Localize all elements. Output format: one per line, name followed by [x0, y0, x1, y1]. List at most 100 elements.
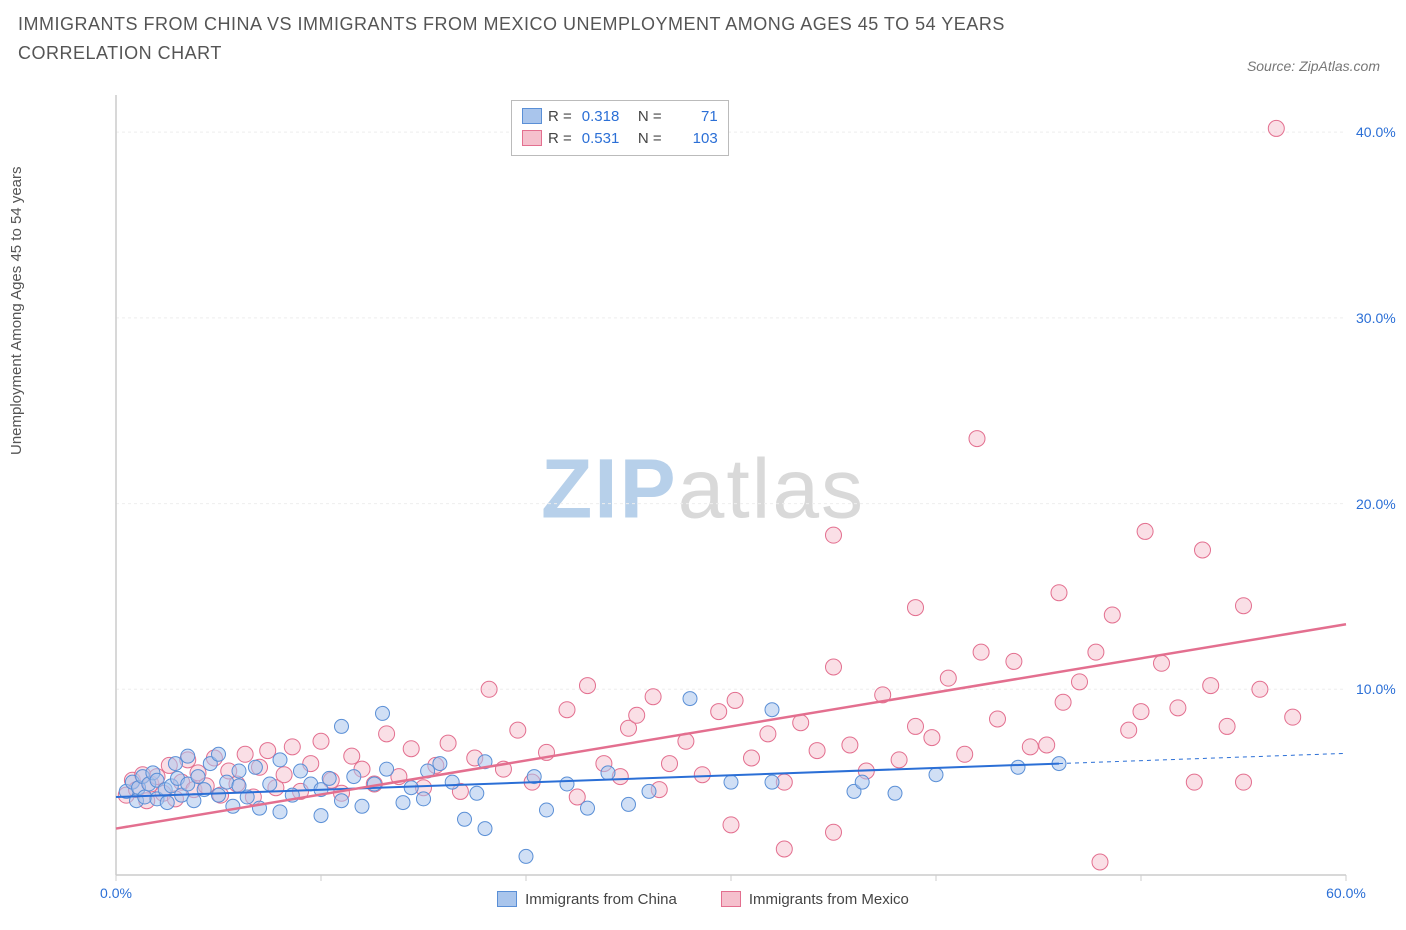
- data-point-mexico: [694, 767, 710, 783]
- data-point-mexico: [891, 752, 907, 768]
- data-point-china: [314, 809, 328, 823]
- data-point-china: [294, 764, 308, 778]
- data-point-mexico: [826, 824, 842, 840]
- data-point-mexico: [1072, 674, 1088, 690]
- legend-r-value: 0.531: [578, 130, 628, 147]
- data-point-mexico: [1006, 653, 1022, 669]
- y-tick-label: 30.0%: [1356, 310, 1394, 326]
- data-point-mexico: [645, 689, 661, 705]
- data-point-china: [187, 794, 201, 808]
- data-point-mexico: [1236, 774, 1252, 790]
- legend-label: Immigrants from Mexico: [749, 891, 909, 908]
- data-point-china: [168, 757, 182, 771]
- data-point-mexico: [973, 644, 989, 660]
- data-point-china: [322, 771, 336, 785]
- data-point-mexico: [559, 702, 575, 718]
- y-axis-label: Unemployment Among Ages 45 to 54 years: [8, 166, 25, 455]
- data-point-mexico: [1268, 120, 1284, 136]
- data-point-china: [888, 786, 902, 800]
- data-point-mexico: [1252, 681, 1268, 697]
- legend-item-china: Immigrants from China: [497, 891, 677, 908]
- data-point-mexico: [1051, 585, 1067, 601]
- data-point-china: [1011, 760, 1025, 774]
- legend-n-value: 103: [668, 130, 718, 147]
- data-point-china: [376, 706, 390, 720]
- data-point-china: [540, 803, 554, 817]
- data-point-mexico: [510, 722, 526, 738]
- correlation-legend: R =0.318 N =71R =0.531 N =103: [511, 100, 729, 156]
- data-point-china: [642, 784, 656, 798]
- data-point-mexico: [711, 704, 727, 720]
- data-point-china: [433, 757, 447, 771]
- data-point-mexico: [1104, 607, 1120, 623]
- data-point-china: [601, 766, 615, 780]
- data-point-china: [181, 749, 195, 763]
- data-point-china: [248, 760, 262, 774]
- data-point-mexico: [481, 681, 497, 697]
- data-point-mexico: [1186, 774, 1202, 790]
- data-point-china: [263, 777, 277, 791]
- data-point-china: [445, 775, 459, 789]
- legend-n-label: N =: [634, 108, 662, 125]
- data-point-mexico: [776, 841, 792, 857]
- data-point-mexico: [237, 746, 253, 762]
- data-point-mexico: [1121, 722, 1137, 738]
- data-point-mexico: [1039, 737, 1055, 753]
- data-point-china: [212, 747, 226, 761]
- y-tick-label: 10.0%: [1356, 681, 1394, 697]
- data-point-china: [404, 781, 418, 795]
- legend-r-label: R =: [548, 130, 572, 147]
- data-point-mexico: [908, 600, 924, 616]
- y-tick-label: 20.0%: [1356, 496, 1394, 512]
- data-point-mexico: [744, 750, 760, 766]
- data-point-mexico: [276, 767, 292, 783]
- y-tick-label: 40.0%: [1356, 124, 1394, 140]
- data-point-mexico: [908, 718, 924, 734]
- data-point-mexico: [842, 737, 858, 753]
- source-label: Source: ZipAtlas.com: [1247, 58, 1380, 74]
- data-point-mexico: [1285, 709, 1301, 725]
- data-point-china: [355, 799, 369, 813]
- data-point-china: [335, 794, 349, 808]
- data-point-china: [855, 775, 869, 789]
- x-tick-label: 0.0%: [100, 885, 132, 917]
- data-point-mexico: [990, 711, 1006, 727]
- data-point-mexico: [826, 527, 842, 543]
- data-point-mexico: [1170, 700, 1186, 716]
- data-point-mexico: [629, 707, 645, 723]
- data-point-mexico: [1133, 704, 1149, 720]
- legend-r-value: 0.318: [578, 108, 628, 125]
- data-point-mexico: [313, 733, 329, 749]
- data-point-mexico: [969, 431, 985, 447]
- data-point-china: [273, 753, 287, 767]
- trendline-mexico: [116, 624, 1346, 828]
- chart-area: Unemployment Among Ages 45 to 54 years Z…: [18, 95, 1388, 915]
- data-point-mexico: [260, 743, 276, 759]
- legend-item-mexico: Immigrants from Mexico: [721, 891, 909, 908]
- legend-row-mexico: R =0.531 N =103: [522, 127, 718, 149]
- data-point-china: [458, 812, 472, 826]
- legend-n-value: 71: [668, 108, 718, 125]
- legend-swatch-china: [522, 108, 542, 124]
- data-point-mexico: [580, 678, 596, 694]
- legend-label: Immigrants from China: [525, 891, 677, 908]
- data-point-mexico: [924, 730, 940, 746]
- data-point-china: [347, 770, 361, 784]
- series-legend: Immigrants from China Immigrants from Mex…: [18, 891, 1388, 912]
- data-point-mexico: [284, 739, 300, 755]
- scatter-plot: [66, 95, 1366, 885]
- data-point-mexico: [440, 735, 456, 751]
- data-point-mexico: [1055, 694, 1071, 710]
- data-point-china: [160, 796, 174, 810]
- data-point-china: [470, 786, 484, 800]
- data-point-china: [929, 768, 943, 782]
- data-point-china: [478, 822, 492, 836]
- data-point-china: [335, 719, 349, 733]
- trendline-china-ext: [1059, 753, 1346, 763]
- data-point-mexico: [1154, 655, 1170, 671]
- data-point-mexico: [826, 659, 842, 675]
- data-point-china: [581, 801, 595, 815]
- data-point-mexico: [1219, 718, 1235, 734]
- legend-row-china: R =0.318 N =71: [522, 105, 718, 127]
- data-point-china: [683, 692, 697, 706]
